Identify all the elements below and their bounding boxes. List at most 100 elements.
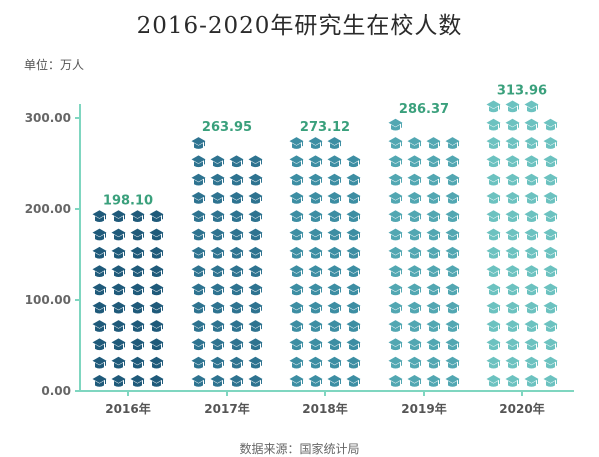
graduation-cap-icon <box>149 283 164 296</box>
graduation-cap-icon <box>92 320 107 332</box>
graduation-cap-icon <box>505 265 520 277</box>
graduation-cap-icon <box>505 192 520 204</box>
graduation-cap-icon <box>445 246 460 259</box>
graduation-cap-icon <box>505 301 520 314</box>
graduation-cap-icon <box>289 246 304 259</box>
graduation-cap-icon <box>543 375 558 387</box>
graduation-cap-icon <box>308 173 323 186</box>
graduation-cap-icon <box>346 283 361 296</box>
graduation-cap-icon <box>191 356 206 369</box>
graduation-cap-icon <box>248 338 263 351</box>
graduation-cap-icon <box>407 375 422 387</box>
graduation-cap-icon <box>486 375 501 387</box>
graduation-cap-icon <box>388 283 403 296</box>
graduation-cap-icon <box>388 210 403 223</box>
graduation-cap-icon <box>388 155 403 168</box>
graduation-cap-icon <box>543 192 558 204</box>
graduation-cap-icon <box>248 375 263 387</box>
graduation-cap-icon <box>229 155 244 168</box>
value-label: 313.96 <box>497 84 547 99</box>
graduation-cap-icon <box>426 155 441 168</box>
graduation-cap-icon <box>388 228 403 241</box>
graduation-cap-icon <box>92 265 107 277</box>
graduation-cap-icon <box>346 210 361 223</box>
graduation-cap-icon <box>191 192 206 204</box>
graduation-cap-icon <box>524 301 539 314</box>
graduation-cap-icon <box>524 100 539 113</box>
graduation-cap-icon <box>486 118 501 131</box>
bar-2017年 <box>191 137 263 387</box>
source-note: 数据来源：国家统计局 <box>239 442 360 456</box>
graduation-cap-icon <box>327 301 342 314</box>
graduation-cap-icon <box>229 173 244 186</box>
graduation-cap-icon <box>524 356 539 369</box>
graduation-cap-icon <box>486 155 501 168</box>
graduation-cap-icon <box>505 137 520 149</box>
graduation-cap-icon <box>308 155 323 168</box>
graduation-cap-icon <box>486 137 501 149</box>
graduation-cap-icon <box>524 265 539 277</box>
graduation-cap-icon <box>327 246 342 259</box>
graduation-cap-icon <box>191 320 206 332</box>
graduation-cap-icon <box>149 246 164 259</box>
graduation-cap-icon <box>210 320 225 332</box>
graduation-cap-icon <box>111 301 126 314</box>
graduation-cap-icon <box>327 173 342 186</box>
graduation-cap-icon <box>130 356 145 369</box>
graduation-cap-icon <box>289 375 304 387</box>
graduation-cap-icon <box>505 246 520 259</box>
graduation-cap-icon <box>130 228 145 241</box>
graduation-cap-icon <box>346 301 361 314</box>
graduation-cap-icon <box>191 283 206 296</box>
graduation-cap-icon <box>308 265 323 277</box>
graduation-cap-icon <box>130 283 145 296</box>
graduation-cap-icon <box>191 375 206 387</box>
graduation-cap-icon <box>111 265 126 277</box>
graduation-cap-icon <box>327 228 342 241</box>
graduation-cap-icon <box>543 246 558 259</box>
graduation-cap-icon <box>229 246 244 259</box>
graduation-cap-icon <box>543 155 558 168</box>
graduation-cap-icon <box>346 173 361 186</box>
graduation-cap-icon <box>543 210 558 223</box>
graduation-cap-icon <box>346 228 361 241</box>
graduation-cap-icon <box>149 301 164 314</box>
graduation-cap-icon <box>92 246 107 259</box>
x-tick-label: 2017年 <box>204 401 249 416</box>
graduation-cap-icon <box>486 283 501 296</box>
graduation-cap-icon <box>426 375 441 387</box>
graduation-cap-icon <box>210 228 225 241</box>
graduation-cap-icon <box>92 356 107 369</box>
graduation-cap-icon <box>229 320 244 332</box>
graduation-cap-icon <box>388 137 403 149</box>
graduation-cap-icon <box>92 228 107 241</box>
graduation-cap-icon <box>486 301 501 314</box>
graduation-cap-icon <box>248 173 263 186</box>
graduation-cap-icon <box>289 228 304 241</box>
graduation-cap-icon <box>248 356 263 369</box>
graduation-cap-icon <box>289 320 304 332</box>
graduation-cap-icon <box>388 356 403 369</box>
graduation-cap-icon <box>111 375 126 387</box>
graduation-cap-icon <box>445 283 460 296</box>
graduation-cap-icon <box>229 283 244 296</box>
graduation-cap-icon <box>407 265 422 277</box>
graduation-cap-icon <box>505 375 520 387</box>
graduation-cap-icon <box>92 375 107 387</box>
graduation-cap-icon <box>289 356 304 369</box>
graduation-cap-icon <box>486 338 501 351</box>
graduation-cap-icon <box>191 265 206 277</box>
graduation-cap-icon <box>346 265 361 277</box>
graduation-cap-icon <box>308 356 323 369</box>
graduation-cap-icon <box>289 173 304 186</box>
graduation-cap-icon <box>229 301 244 314</box>
graduation-cap-icon <box>505 210 520 223</box>
graduation-cap-icon <box>486 228 501 241</box>
graduation-cap-icon <box>210 338 225 351</box>
graduation-cap-icon <box>505 173 520 186</box>
graduation-cap-icon <box>149 210 164 223</box>
graduation-cap-icon <box>327 320 342 332</box>
graduation-cap-icon <box>130 320 145 332</box>
graduation-cap-icon <box>388 118 403 131</box>
graduation-cap-icon <box>191 246 206 259</box>
